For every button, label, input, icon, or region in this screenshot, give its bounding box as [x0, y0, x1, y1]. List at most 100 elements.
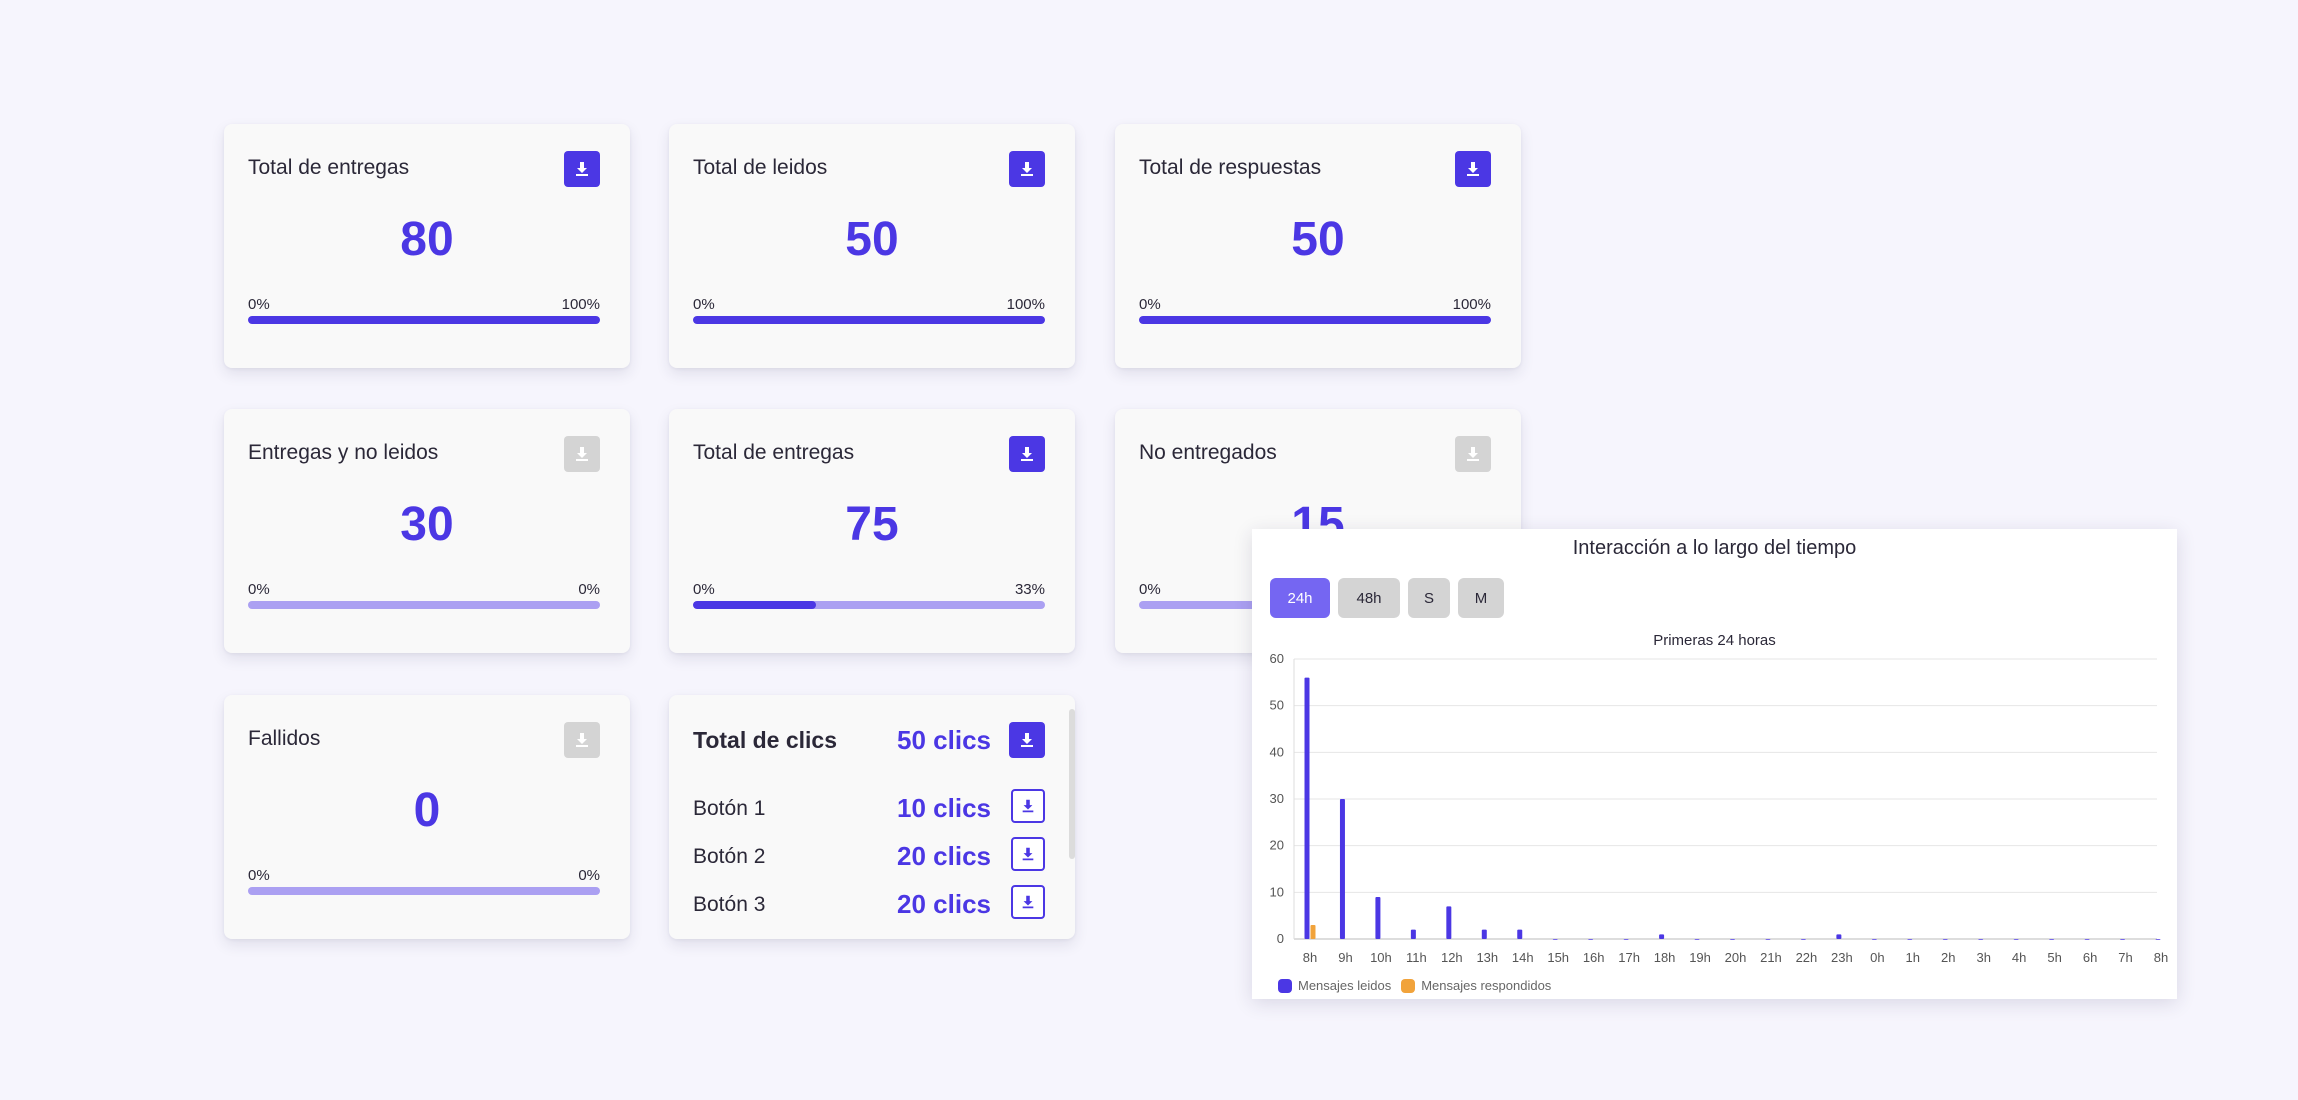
bar-mensajes-leidos — [1800, 939, 1806, 940]
range-button-48h[interactable]: 48h — [1338, 578, 1400, 618]
progress-bar — [248, 887, 600, 895]
interaction-bar-chart: 0 10 20 30 40 50 60 8h 9h 10h 11h 12h 13h 14h 15h 16h 17… — [1270, 651, 2169, 965]
metric-download-button[interactable] — [564, 151, 600, 187]
metric-download-button[interactable] — [1455, 436, 1491, 472]
bar-mensajes-respondidos — [1310, 925, 1316, 939]
progress-max-label: 100% — [1006, 296, 1045, 313]
clicks-row: Botón 1 10 clics — [693, 789, 1045, 825]
metric-card: Fallidos 0 0% 0% — [224, 695, 630, 939]
x-tick-label: 1h — [1906, 950, 1920, 965]
y-tick-label: 0 — [1277, 931, 1284, 946]
range-button-24h[interactable]: 24h — [1270, 578, 1330, 618]
progress-min-label: 0% — [248, 581, 270, 598]
clicks-scrollbar[interactable] — [1069, 709, 1075, 859]
progress-max-label: 33% — [1014, 581, 1045, 598]
bar-mensajes-leidos — [1659, 934, 1665, 939]
clicks-download-button[interactable] — [1009, 722, 1045, 758]
metric-download-button[interactable] — [1009, 436, 1045, 472]
x-tick-label: 10h — [1370, 950, 1392, 965]
metric-card-title: Total de respuestas — [1139, 156, 1322, 179]
download-icon — [1021, 447, 1033, 461]
y-tick-label: 60 — [1270, 651, 1284, 666]
metric-value: 80 — [400, 213, 454, 266]
legend-item-responded[interactable]: Mensajes respondidos — [1401, 978, 1551, 993]
x-tick-label: 3h — [1976, 950, 1990, 965]
bar-mensajes-leidos — [1481, 929, 1487, 939]
bar-mensajes-leidos — [1871, 939, 1877, 940]
bar-mensajes-leidos — [2013, 939, 2019, 940]
bar-mensajes-leidos — [1588, 939, 1594, 940]
download-icon — [1022, 799, 1034, 813]
metric-card: Total de leidos 50 0% 100% — [669, 124, 1075, 368]
metric-download-button[interactable] — [1455, 151, 1491, 187]
x-tick-label: 5h — [2047, 950, 2061, 965]
bar-mensajes-leidos — [2155, 939, 2161, 940]
progress-bar-fill — [1139, 316, 1491, 324]
x-tick-label: 22h — [1796, 950, 1818, 965]
metric-value: 0 — [413, 784, 441, 837]
download-icon — [1467, 162, 1479, 176]
bar-mensajes-leidos — [1446, 906, 1452, 939]
metric-value: 50 — [1291, 213, 1345, 266]
clicks-row-label: Botón 2 — [693, 845, 766, 868]
metric-card-title: Fallidos — [248, 727, 321, 750]
progress-bar — [1139, 316, 1491, 324]
download-icon — [576, 733, 588, 747]
x-tick-label: 16h — [1583, 950, 1605, 965]
metric-card-title: Entregas y no leidos — [248, 441, 439, 464]
metric-card: Entregas y no leidos 30 0% 0% — [224, 409, 630, 653]
legend-label-read: Mensajes leidos — [1298, 978, 1392, 993]
clicks-card: Total de clics 50 clics Botón 1 10 clics… — [669, 695, 1075, 939]
progress-min-label: 0% — [248, 296, 270, 313]
y-tick-label: 50 — [1270, 698, 1284, 713]
clicks-row-download-button[interactable] — [1011, 885, 1045, 919]
legend-item-read[interactable]: Mensajes leidos — [1278, 978, 1391, 993]
bar-mensajes-leidos — [1623, 939, 1629, 940]
download-icon — [1467, 447, 1479, 461]
metric-card: Total de respuestas 50 0% 100% — [1115, 124, 1521, 368]
y-tick-label: 10 — [1270, 884, 1284, 899]
x-tick-label: 12h — [1441, 950, 1463, 965]
x-tick-label: 15h — [1547, 950, 1569, 965]
progress-min-label: 0% — [1139, 296, 1161, 313]
bar-mensajes-leidos — [1339, 799, 1345, 939]
x-tick-label: 14h — [1512, 950, 1534, 965]
metric-card: Total de entregas 75 0% 33% — [669, 409, 1075, 653]
metric-download-button[interactable] — [564, 722, 600, 758]
clicks-row-download-button[interactable] — [1011, 789, 1045, 823]
clicks-card-title: Total de clics — [693, 727, 838, 753]
clicks-row-download-button[interactable] — [1011, 837, 1045, 871]
clicks-row-label: Botón 1 — [693, 797, 766, 820]
progress-max-label: 100% — [1452, 296, 1491, 313]
bar-mensajes-leidos — [1410, 929, 1416, 939]
metric-download-button[interactable] — [564, 436, 600, 472]
progress-bar — [693, 316, 1045, 324]
bar-mensajes-leidos — [1942, 939, 1948, 940]
metric-value: 50 — [845, 213, 899, 266]
bar-mensajes-leidos — [1907, 939, 1913, 940]
bar-mensajes-leidos — [1978, 939, 1984, 940]
clicks-row-label: Botón 3 — [693, 893, 766, 916]
metric-download-button[interactable] — [1009, 151, 1045, 187]
range-button-month[interactable]: M — [1458, 578, 1504, 618]
download-icon — [576, 447, 588, 461]
bar-mensajes-leidos — [1730, 939, 1735, 940]
progress-min-label: 0% — [693, 581, 715, 598]
x-tick-label: 8h — [2154, 950, 2168, 965]
bar-mensajes-leidos — [1694, 939, 1700, 940]
clicks-total: 50 clics — [897, 725, 991, 755]
x-tick-label: 20h — [1725, 950, 1747, 965]
progress-bar — [693, 601, 1045, 609]
progress-max-label: 0% — [578, 581, 600, 598]
bar-mensajes-leidos — [1552, 939, 1558, 940]
range-button-week[interactable]: S — [1408, 578, 1450, 618]
y-tick-label: 30 — [1270, 791, 1284, 806]
progress-bar — [248, 316, 600, 324]
clicks-row-value: 10 clics — [897, 793, 991, 823]
progress-min-label: 0% — [693, 296, 715, 313]
bar-mensajes-leidos — [2049, 939, 2055, 940]
x-tick-label: 18h — [1654, 950, 1676, 965]
download-icon — [1022, 847, 1034, 861]
bar-mensajes-leidos — [2084, 939, 2090, 940]
bar-mensajes-leidos — [1375, 897, 1381, 939]
